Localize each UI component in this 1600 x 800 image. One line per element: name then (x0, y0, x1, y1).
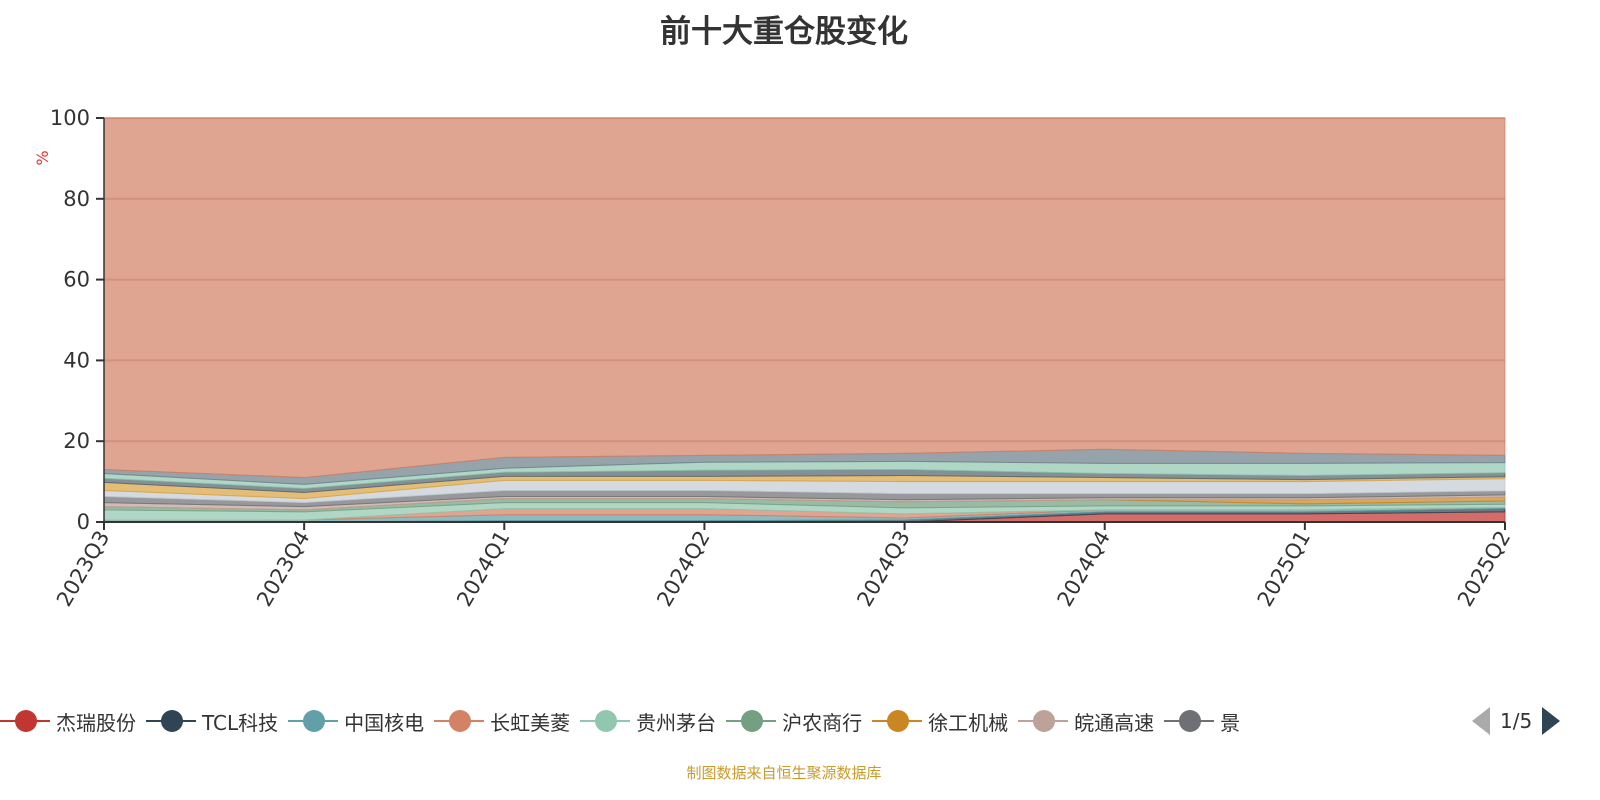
legend-marker-icon (580, 710, 631, 732)
legend-page-indicator: 1/5 (1500, 709, 1533, 733)
legend-label: 沪农商行 (782, 710, 863, 735)
legend-label: 徐工机械 (928, 710, 1009, 735)
y-tick-label: 0 (77, 510, 90, 534)
legend-marker-icon (1164, 710, 1215, 732)
legend-label: 皖通高速 (1074, 710, 1155, 735)
data-source-note: 制图数据来自恒生聚源数据库 (686, 764, 882, 782)
legend-item[interactable]: 皖通高速 (1018, 704, 1154, 738)
legend-item[interactable]: 景 (1164, 704, 1240, 738)
legend-marker-icon (146, 710, 196, 732)
x-tick-label: 2024Q1 (452, 527, 514, 611)
y-tick-label: 40 (63, 348, 90, 372)
legend-label: 中国核电 (344, 710, 425, 735)
legend-label: TCL科技 (202, 710, 279, 735)
legend-item[interactable]: 长虹美菱 (434, 704, 570, 738)
y-tick-label: 100 (50, 106, 90, 130)
y-tick-label: 60 (63, 268, 90, 292)
legend-marker-icon (872, 710, 923, 732)
x-tick-label: 2023Q4 (252, 527, 314, 611)
legend-pager: 1/5 (1472, 704, 1561, 738)
legend-marker-icon (0, 710, 50, 732)
legend-prev-icon[interactable] (1472, 707, 1490, 735)
legend-label: 景 (1220, 710, 1241, 735)
x-tick-label: 2025Q2 (1453, 527, 1515, 611)
y-tick-label: 80 (63, 187, 90, 211)
x-tick-label: 2023Q3 (52, 527, 114, 611)
legend-label: 长虹美菱 (490, 710, 571, 735)
x-tick-label: 2025Q1 (1253, 527, 1315, 611)
y-tick-label: 20 (63, 429, 90, 453)
legend-marker-icon (434, 710, 485, 732)
chart-title: 前十大重仓股变化 (660, 14, 908, 50)
y-axis-label: % (33, 150, 52, 165)
legend-marker-icon (288, 710, 339, 732)
x-tick-label: 2024Q4 (1053, 527, 1115, 611)
legend-item[interactable]: 沪农商行 (726, 704, 862, 738)
legend: 杰瑞股份 TCL科技 中国核电 长虹美菱 贵州茅台 沪农商行 徐工机械 皖通高速 景 (0, 704, 1470, 738)
legend-item[interactable]: TCL科技 (146, 704, 278, 738)
legend-label: 贵州茅台 (636, 710, 717, 735)
legend-marker-icon (1018, 710, 1069, 732)
legend-item[interactable]: 中国核电 (288, 704, 424, 738)
legend-label: 杰瑞股份 (56, 710, 136, 735)
legend-item[interactable]: 杰瑞股份 (0, 704, 136, 738)
x-tick-label: 2024Q3 (852, 527, 914, 611)
x-tick-label: 2024Q2 (652, 527, 714, 611)
area-series-14 (103, 117, 1506, 479)
legend-item[interactable]: 徐工机械 (872, 704, 1008, 738)
legend-next-icon[interactable] (1542, 707, 1561, 735)
stacked-area-chart: 0 20 40 60 80 100% 2023Q3 2023Q4 2024Q1 2024Q2 202… (33, 106, 1515, 611)
legend-item[interactable]: 贵州茅台 (580, 704, 716, 738)
legend-marker-icon (726, 710, 777, 732)
